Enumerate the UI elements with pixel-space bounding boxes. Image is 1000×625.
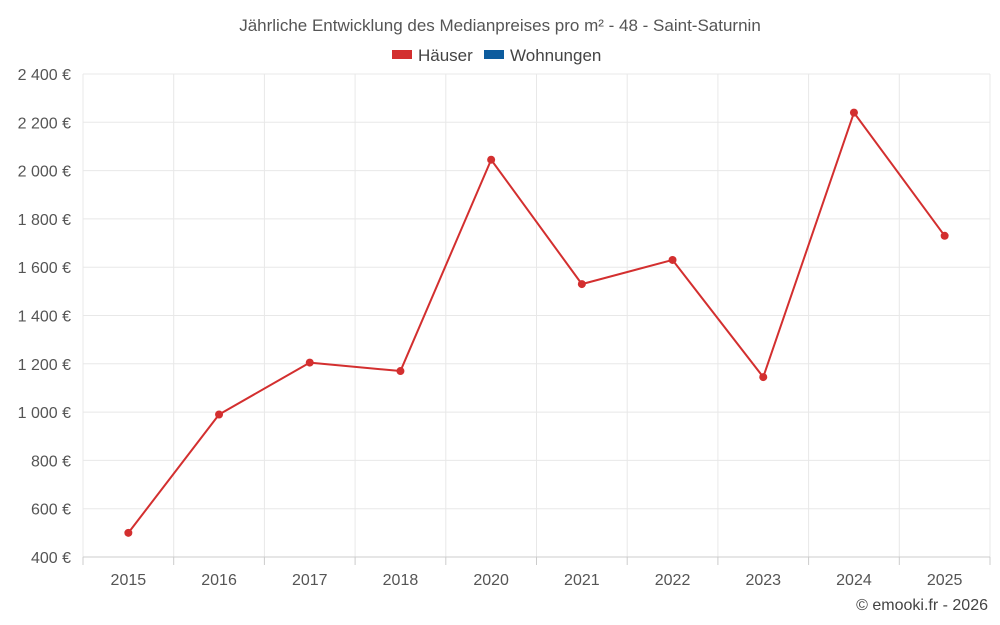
legend-item-houses[interactable]: Häuser — [392, 46, 473, 65]
x-axis-tick-labels: 2015 2016 2017 2018 2020 2021 2022 2023 2024 2025 — [111, 572, 963, 589]
legend-swatch-houses — [392, 50, 412, 59]
x-tick-label: 2017 — [292, 572, 328, 589]
y-tick-label: 1 400 € — [18, 309, 71, 326]
y-tick-label: 1 000 € — [18, 405, 71, 422]
data-point-houses[interactable] — [305, 358, 314, 367]
y-tick-label: 400 € — [31, 550, 71, 567]
legend-item-apartments[interactable]: Wohnungen — [484, 46, 601, 65]
y-tick-label: 600 € — [31, 502, 71, 519]
x-tick-label: 2020 — [473, 572, 509, 589]
y-tick-label: 2 200 € — [18, 115, 71, 132]
data-point-houses[interactable] — [124, 528, 133, 537]
x-tick-label: 2015 — [111, 572, 147, 589]
y-tick-label: 1 200 € — [18, 357, 71, 374]
y-tick-label: 1 800 € — [18, 212, 71, 229]
y-tick-label: 800 € — [31, 453, 71, 470]
legend-label-houses: Häuser — [418, 46, 473, 65]
x-tick-label: 2018 — [383, 572, 419, 589]
data-point-houses[interactable] — [759, 373, 768, 382]
x-tick-label: 2022 — [655, 572, 691, 589]
data-point-houses[interactable] — [668, 255, 677, 264]
legend: Häuser Wohnungen — [392, 46, 601, 65]
data-point-houses[interactable] — [849, 108, 858, 117]
legend-label-apartments: Wohnungen — [510, 46, 601, 65]
chart-title: Jährliche Entwicklung des Medianpreises … — [239, 16, 761, 35]
data-point-houses[interactable] — [215, 410, 224, 419]
data-point-houses[interactable] — [940, 231, 949, 240]
x-tick-label: 2016 — [201, 572, 237, 589]
credit-text: © emooki.fr - 2026 — [856, 597, 988, 614]
y-axis-tick-labels: 400 € 600 € 800 € 1 000 € 1 200 € 1 400 € 1 60… — [18, 67, 71, 567]
y-tick-label: 2 000 € — [18, 164, 71, 181]
series-houses — [124, 108, 949, 537]
y-tick-label: 2 400 € — [18, 67, 71, 84]
legend-swatch-apartments — [484, 50, 504, 59]
series-line-houses — [127, 111, 946, 534]
data-point-houses[interactable] — [487, 155, 496, 164]
x-tick-label: 2021 — [564, 572, 600, 589]
x-tick-label: 2023 — [745, 572, 781, 589]
data-point-houses[interactable] — [396, 367, 405, 376]
x-tick-label: 2024 — [836, 572, 872, 589]
data-point-houses[interactable] — [577, 280, 586, 289]
x-tick-label: 2025 — [927, 572, 963, 589]
x-gridlines — [82, 74, 991, 565]
y-tick-label: 1 600 € — [18, 260, 71, 277]
